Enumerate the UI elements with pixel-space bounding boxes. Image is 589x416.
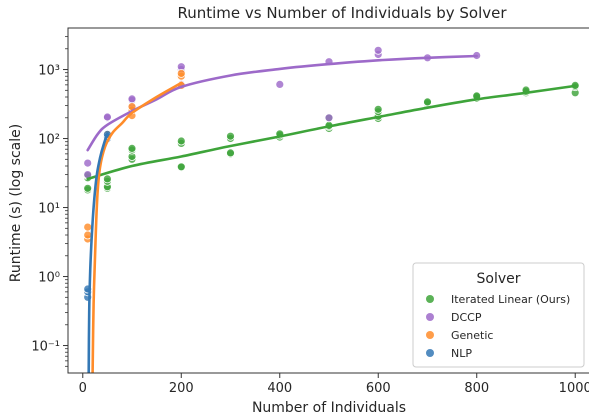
x-tick-label: 0 bbox=[79, 381, 87, 396]
legend: Solver Iterated Linear (Ours) DCCP Genetic N… bbox=[412, 262, 585, 368]
x-axis-title: Number of Individuals bbox=[252, 400, 406, 416]
x-tick-label: 200 bbox=[169, 381, 194, 396]
y-tick-label: 10² bbox=[38, 133, 60, 148]
data-point bbox=[127, 143, 137, 153]
series-1-fit-line bbox=[86, 54, 478, 152]
legend-marker bbox=[426, 349, 434, 357]
y-tick-label: 10⁻¹ bbox=[31, 340, 60, 355]
legend-title: Solver bbox=[477, 271, 521, 287]
legend-marker bbox=[426, 295, 434, 303]
series-0-fit-line bbox=[86, 84, 577, 181]
plot-area bbox=[83, 45, 580, 373]
data-point bbox=[226, 131, 235, 141]
legend-marker bbox=[426, 313, 434, 321]
x-tick-label: 800 bbox=[464, 381, 489, 396]
x-tick-label: 600 bbox=[366, 381, 391, 396]
data-point bbox=[423, 97, 432, 107]
legend-label: Iterated Linear (Ours) bbox=[451, 293, 570, 306]
legend-marker bbox=[426, 331, 434, 339]
y-tick-label: 10¹ bbox=[38, 202, 60, 217]
data-point bbox=[103, 112, 112, 122]
data-point bbox=[373, 104, 383, 114]
chart-title: Runtime vs Number of Individuals by Solv… bbox=[177, 4, 507, 22]
data-point bbox=[83, 158, 93, 168]
data-point bbox=[176, 162, 186, 172]
data-point bbox=[83, 222, 93, 232]
series-1-points bbox=[83, 45, 482, 180]
data-point bbox=[324, 113, 334, 123]
data-point bbox=[226, 148, 235, 158]
legend-label: Genetic bbox=[451, 329, 493, 342]
y-axis-title: Runtime (s) (log scale) bbox=[8, 124, 24, 282]
y-tick-label: 10³ bbox=[38, 64, 60, 79]
plot-frame bbox=[67, 27, 589, 374]
y-tick-label: 10⁰ bbox=[38, 271, 60, 286]
legend-label: DCCP bbox=[451, 311, 482, 324]
data-point bbox=[103, 174, 112, 184]
series-3-fit-line bbox=[87, 132, 109, 373]
data-point bbox=[176, 136, 186, 146]
legend-label: NLP bbox=[451, 347, 472, 360]
x-tick-label: 400 bbox=[267, 381, 292, 396]
data-point bbox=[176, 69, 186, 78]
axes: 0 200 400 600 800 1000 10⁻¹ 10⁰ 10¹ 10² 10³ bbox=[31, 27, 589, 396]
data-point bbox=[83, 183, 93, 193]
data-point bbox=[275, 80, 285, 89]
data-point bbox=[127, 94, 137, 104]
legend-box bbox=[412, 262, 585, 368]
data-point bbox=[373, 45, 383, 55]
series-2-fit-line bbox=[91, 81, 183, 373]
x-tick-label: 1000 bbox=[559, 381, 589, 396]
y-minor-ticks bbox=[65, 36, 68, 367]
